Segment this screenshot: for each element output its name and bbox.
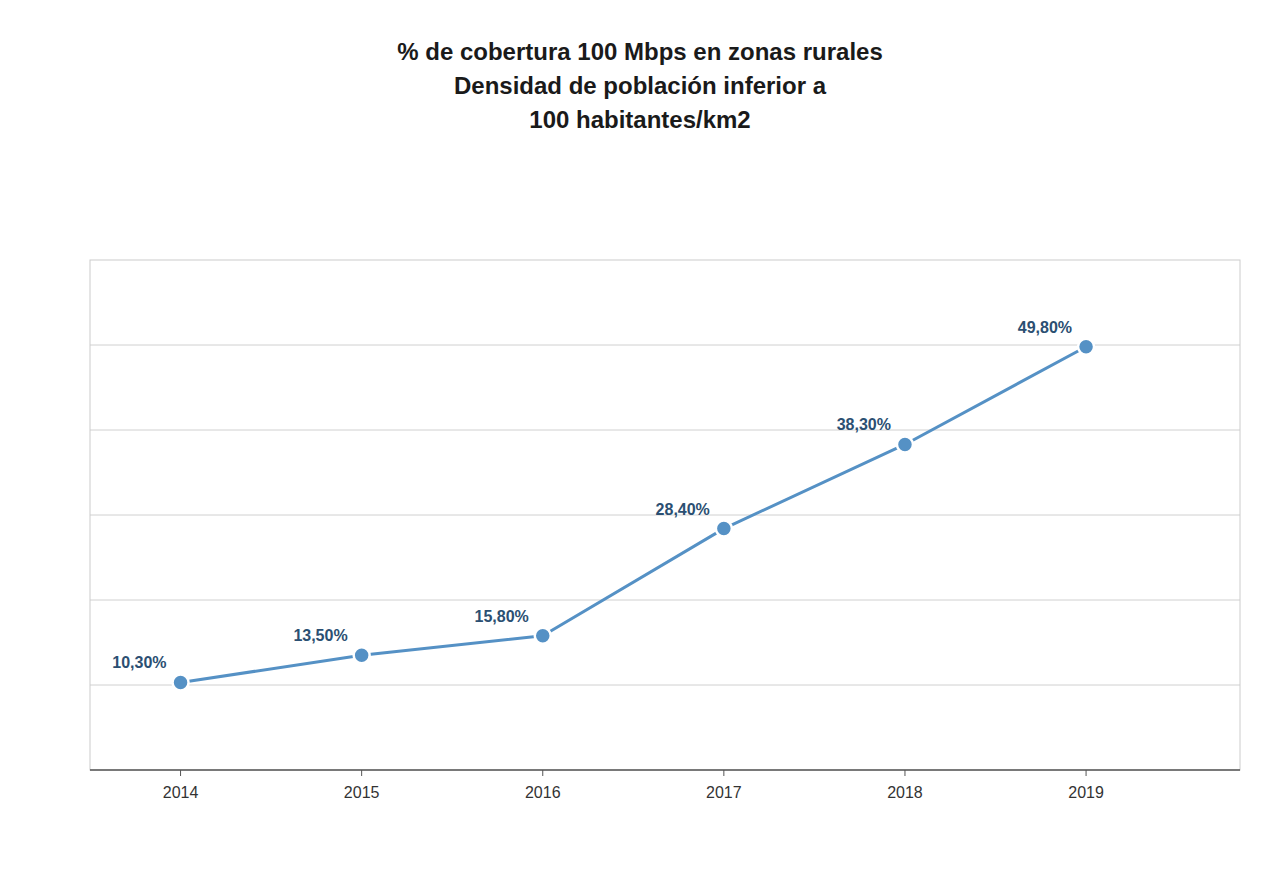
x-axis: 2014 2015 2016 2017 2018 2019 — [163, 770, 1104, 801]
title-line: 100 habitantes/km2 — [529, 106, 750, 133]
x-tick — [180, 770, 181, 776]
x-tick — [1086, 770, 1087, 776]
x-tick — [904, 770, 905, 776]
x-tick-label: 2017 — [706, 784, 742, 801]
line — [181, 347, 1087, 683]
x-tick-label: 2015 — [344, 784, 380, 801]
data-label: 28,40% — [656, 501, 710, 518]
point — [1078, 339, 1094, 355]
x-tick — [542, 770, 543, 776]
data-label: 49,80% — [1018, 319, 1072, 336]
title-line: Densidad de población inferior a — [454, 72, 827, 99]
x-tick — [361, 770, 362, 776]
x-tick-label: 2018 — [887, 784, 923, 801]
x-tick-label: 2016 — [525, 784, 561, 801]
point — [716, 521, 732, 537]
point — [354, 647, 370, 663]
x-tick-label: 2014 — [163, 784, 199, 801]
grid-line — [90, 345, 1240, 346]
data-labels: 10,30% 13,50% 15,80% 28,40% 38,30% 49,80% — [112, 319, 1072, 672]
grid — [90, 345, 1240, 685]
grid-line — [90, 600, 1240, 601]
page: {"chart_data": {"type": "line", "title":… — [0, 0, 1280, 869]
title-line: % de cobertura 100 Mbps en zonas rurales — [397, 38, 883, 65]
title: % de cobertura 100 Mbps en zonas rurales… — [397, 38, 883, 133]
data-label: 15,80% — [474, 608, 528, 625]
point — [897, 436, 913, 452]
data-label: 13,50% — [293, 627, 347, 644]
point — [173, 674, 189, 690]
series — [173, 339, 1095, 691]
chart: % de cobertura 100 Mbps en zonas rurales… — [0, 0, 1280, 869]
grid-line — [90, 685, 1240, 686]
data-label: 38,30% — [837, 416, 891, 433]
x-axis-line — [90, 769, 1240, 771]
x-tick-label: 2019 — [1068, 784, 1104, 801]
point — [535, 628, 551, 644]
x-tick — [723, 770, 724, 776]
data-label: 10,30% — [112, 654, 166, 671]
plot-frame — [90, 260, 1240, 770]
grid-line — [90, 430, 1240, 431]
